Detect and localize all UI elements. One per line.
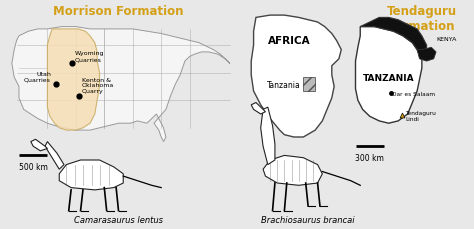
Text: KENYA: KENYA	[436, 36, 456, 41]
Polygon shape	[47, 30, 100, 131]
Text: Tendaguru
Lindi: Tendaguru Lindi	[405, 110, 436, 121]
Polygon shape	[360, 18, 427, 60]
Polygon shape	[251, 103, 265, 114]
Polygon shape	[417, 48, 436, 62]
Polygon shape	[12, 27, 230, 142]
Polygon shape	[59, 160, 123, 190]
Text: AFRICA: AFRICA	[268, 36, 310, 46]
Text: 500 km: 500 km	[19, 163, 47, 172]
Polygon shape	[261, 108, 275, 165]
Text: Kenton &
Oklahoma
Quarry: Kenton & Oklahoma Quarry	[82, 77, 114, 94]
Polygon shape	[303, 78, 315, 92]
Text: TANZANIA: TANZANIA	[363, 73, 414, 82]
Polygon shape	[251, 16, 341, 137]
Text: Tendaguru
Formation: Tendaguru Formation	[387, 5, 457, 33]
Polygon shape	[45, 142, 64, 169]
Polygon shape	[31, 140, 47, 151]
Polygon shape	[263, 156, 322, 185]
Text: 300 km: 300 km	[356, 153, 384, 162]
Text: Camarasaurus lentus: Camarasaurus lentus	[74, 215, 163, 224]
Text: Brachiosaurus brancai: Brachiosaurus brancai	[261, 215, 355, 224]
Text: Utah
Quarries: Utah Quarries	[24, 72, 51, 82]
Text: Tanzania: Tanzania	[267, 80, 301, 89]
Text: Wyoming
Quarries: Wyoming Quarries	[75, 51, 104, 62]
Polygon shape	[356, 27, 422, 124]
Text: Dar es Salaam: Dar es Salaam	[392, 91, 435, 96]
Text: Morrison Formation: Morrison Formation	[53, 5, 184, 18]
